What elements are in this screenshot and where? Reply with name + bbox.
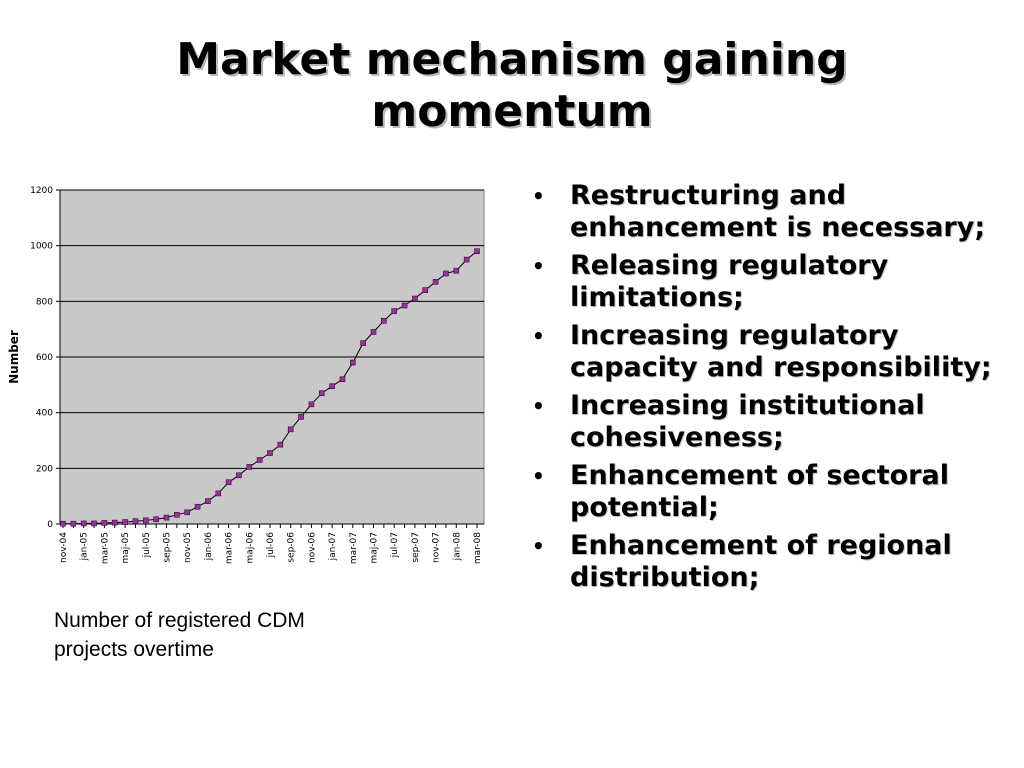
bullet-item: • Releasing regulatory limitations; <box>532 250 1002 314</box>
y-tick-label: 1000 <box>30 242 53 252</box>
y-tick-label: 800 <box>36 297 53 307</box>
data-point <box>153 516 159 523</box>
bullet-item: • Restructuring and enhancement is necess… <box>532 180 1002 244</box>
bullet-text: Enhancement of sectoral potential; <box>570 460 949 523</box>
x-tick-label: mar-08 <box>473 532 483 564</box>
data-point <box>267 450 273 456</box>
y-tick-label: 0 <box>47 520 53 530</box>
data-point <box>360 340 366 346</box>
data-point <box>143 517 149 524</box>
y-axis: 0 200 400 600 800 1000 1200 <box>30 186 61 530</box>
x-tick-label: nov-05 <box>183 532 193 563</box>
data-point <box>432 279 439 285</box>
data-point <box>163 514 170 521</box>
chart-caption: Number of registered CDM projects overti… <box>54 609 305 661</box>
x-tick-label: nov-04 <box>59 532 69 563</box>
data-point <box>60 520 66 527</box>
data-point <box>381 318 387 324</box>
x-tick-label: jul-07 <box>390 532 400 558</box>
y-tick-label: 1200 <box>30 186 53 196</box>
data-point <box>70 520 77 527</box>
data-point <box>256 457 263 463</box>
data-point <box>318 390 325 396</box>
data-point <box>236 472 242 479</box>
x-tick-label: nov-06 <box>307 532 317 563</box>
data-point <box>174 512 180 518</box>
bullet-text: Restructuring and enhancement is necessa… <box>570 180 986 243</box>
bullet-item: • Enhancement of regional distribution; <box>532 530 1002 594</box>
bullet-text: Releasing regulatory limitations; <box>570 250 889 313</box>
data-point <box>391 308 398 314</box>
x-tick-label: jan-06 <box>204 532 214 562</box>
x-tick-label: mar-05 <box>100 532 110 564</box>
data-point <box>298 414 304 420</box>
x-tick-label: maj-07 <box>370 532 380 563</box>
data-point <box>184 509 190 516</box>
data-point <box>80 520 87 527</box>
data-point <box>443 270 449 277</box>
x-tick-label: mar-07 <box>349 532 359 564</box>
x-tick-label: jan-08 <box>452 532 462 562</box>
x-axis: nov-04 jan-05 mar-05 maj-05 jul-05 sep-05 nov-… <box>59 523 484 564</box>
x-tick-label: nov-07 <box>432 532 442 563</box>
bullet-glyph: • <box>532 534 545 558</box>
bullet-text: Enhancement of regional distribution; <box>570 530 952 593</box>
data-point <box>401 302 408 309</box>
bullet-glyph: • <box>532 464 545 488</box>
data-point <box>101 520 108 526</box>
gridlines <box>60 189 484 469</box>
x-tick-label: jul-05 <box>142 532 152 558</box>
data-point <box>412 295 418 302</box>
data-point <box>474 248 480 255</box>
bullet-glyph: • <box>532 324 545 348</box>
data-point <box>111 519 118 526</box>
data-point <box>277 441 284 448</box>
bullet-item: • Increasing regulatory capacity and resp… <box>532 320 1002 384</box>
bullet-glyph: • <box>532 394 545 418</box>
x-tick-label: jul-06 <box>266 532 276 559</box>
y-tick-label: 200 <box>36 464 53 474</box>
x-tick-label: sep-05 <box>163 532 173 563</box>
data-point <box>246 464 253 470</box>
bullet-glyph: • <box>532 254 545 278</box>
data-point <box>349 359 356 366</box>
series-markers <box>60 248 480 527</box>
data-point <box>463 256 470 263</box>
x-tick-label: jan-07 <box>328 532 338 561</box>
bullet-item: • Increasing institutional cohesiveness; <box>532 390 1002 454</box>
x-tick-label: maj-05 <box>121 532 131 563</box>
data-point <box>91 520 97 527</box>
y-axis-label: Number <box>7 330 21 384</box>
bullet-item: • Enhancement of sectoral potential; <box>532 460 1002 524</box>
data-point <box>122 519 128 525</box>
data-point <box>453 267 460 274</box>
y-tick-label: 400 <box>36 409 53 419</box>
data-point <box>194 503 201 510</box>
bullet-text: Increasing regulatory capacity and respo… <box>570 320 992 383</box>
x-tick-label: mar-06 <box>225 532 235 564</box>
data-point <box>215 490 222 497</box>
x-tick-label: sep-06 <box>287 532 297 563</box>
slide-title: Market mechanism gaining momentum <box>176 34 848 137</box>
cdm-projects-chart: 0 200 400 600 800 1000 1200 nov-04 jan-05 mar-05… <box>7 186 485 564</box>
data-point <box>225 479 232 486</box>
data-point <box>132 518 139 525</box>
x-tick-label: jan-05 <box>80 532 90 561</box>
bullet-list: • Restructuring and enhancement is necess… <box>532 180 1002 600</box>
bullet-glyph: • <box>532 184 545 208</box>
x-tick-label: sep-07 <box>411 532 421 563</box>
x-tick-label: maj-06 <box>245 532 255 564</box>
data-point <box>205 498 211 504</box>
bullet-text: Increasing institutional cohesiveness; <box>570 390 925 453</box>
data-point <box>339 376 346 383</box>
data-point <box>329 383 335 390</box>
data-point <box>308 401 315 408</box>
y-tick-label: 600 <box>36 353 53 363</box>
data-point <box>287 426 294 433</box>
data-point <box>422 287 429 293</box>
data-point <box>370 329 377 335</box>
